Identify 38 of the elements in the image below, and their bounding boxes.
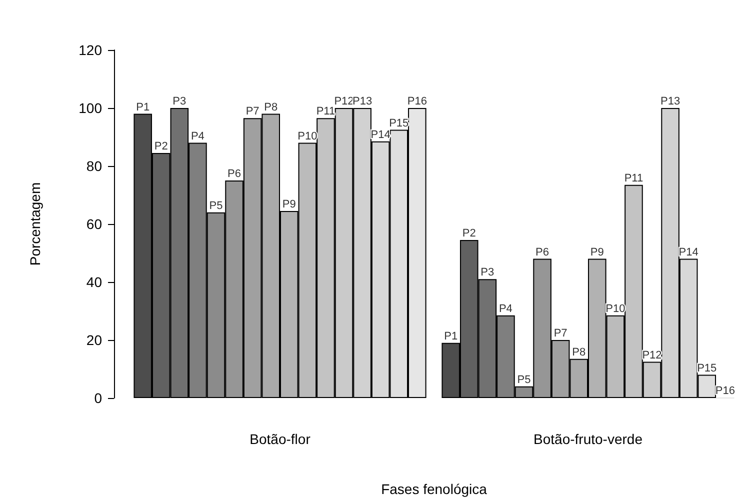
- series-label: P11: [316, 106, 336, 118]
- text: P1: [444, 330, 458, 342]
- text: P6: [536, 246, 550, 258]
- y-tick-label: 100: [78, 100, 102, 116]
- text: P16: [407, 96, 427, 108]
- y-tick-label: 80: [86, 158, 102, 174]
- text: P13: [660, 96, 680, 108]
- text: P9: [590, 246, 604, 258]
- series-label: P6: [228, 168, 242, 180]
- y-tick-label: 120: [78, 42, 102, 58]
- y-tick-label: 40: [86, 274, 102, 290]
- series-label: P4: [190, 130, 204, 142]
- x-tick-label: Botão-flor: [250, 431, 311, 447]
- x-tick-label: Botão-fruto-verde: [534, 431, 643, 447]
- y-axis-title: Porcentagem: [27, 182, 43, 266]
- series-label: P8: [264, 101, 278, 114]
- text: P5: [517, 374, 531, 386]
- series-label: P13: [352, 96, 372, 108]
- text: P3: [480, 266, 494, 279]
- y-tick-label: 60: [86, 216, 102, 232]
- text: P7: [554, 328, 568, 340]
- text: P14: [678, 246, 698, 258]
- series-label: P7: [246, 106, 260, 118]
- series-label: P16: [715, 385, 735, 397]
- series-label: P3: [172, 96, 186, 108]
- series-label: P9: [282, 198, 296, 210]
- text: P2: [462, 227, 476, 240]
- y-tick-label: 20: [86, 332, 102, 348]
- series-label: P2: [154, 140, 168, 152]
- text: P4: [498, 302, 512, 315]
- text: P12: [334, 96, 354, 108]
- series-label: P5: [209, 200, 223, 212]
- text: P8: [572, 346, 586, 358]
- series-label: P15: [697, 362, 717, 374]
- y-tick-label: 0: [94, 390, 102, 406]
- text: P11: [624, 172, 644, 184]
- series-label: P1: [136, 101, 150, 114]
- x-axis-title: Fases fenológica: [381, 481, 488, 497]
